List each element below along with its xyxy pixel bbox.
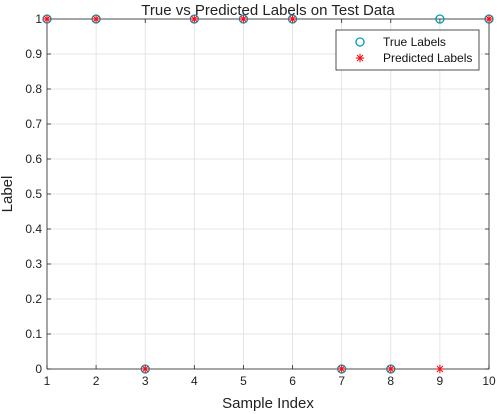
legend-marker-true-labels bbox=[355, 37, 365, 47]
x-tick-label: 8 bbox=[387, 374, 394, 388]
y-tick-label: 0.2 bbox=[25, 292, 42, 306]
y-tick-label: 0.7 bbox=[25, 117, 42, 131]
legend-star-glyph bbox=[355, 53, 365, 63]
predicted-label-point bbox=[141, 364, 150, 374]
chart-title: True vs Predicted Labels on Test Data bbox=[141, 2, 395, 19]
y-tick-label: 0.4 bbox=[25, 222, 42, 236]
plot-area: 1 2 3 4 5 6 7 8 9 10 0 0.1 0.2 0.3 0.4 0.5 0.6 0.7 0.8 0.9 1 bbox=[25, 12, 496, 388]
x-axis-label: Sample Index bbox=[222, 395, 314, 412]
y-tick-label: 0.1 bbox=[25, 327, 42, 341]
y-tick-label: 1 bbox=[35, 12, 42, 26]
predicted-label-point bbox=[239, 14, 248, 24]
y-tick-label: 0.5 bbox=[25, 187, 42, 201]
x-tick-label: 10 bbox=[482, 374, 496, 388]
legend-label-true-labels: True Labels bbox=[383, 35, 446, 49]
data-marks bbox=[42, 14, 494, 374]
predicted-label-point bbox=[288, 14, 297, 24]
legend-box bbox=[335, 29, 480, 71]
x-tick-label: 2 bbox=[93, 374, 100, 388]
axis-ticks: 1 2 3 4 5 6 7 8 9 10 0 0.1 0.2 0.3 0.4 0.5 0.6 0.7 0.8 0.9 1 bbox=[25, 12, 496, 388]
x-tick-label: 9 bbox=[437, 374, 444, 388]
predicted-label-point bbox=[435, 364, 445, 374]
legend-label-predicted-labels: Predicted Labels bbox=[383, 51, 472, 65]
plot-frame bbox=[46, 18, 490, 370]
x-tick-label: 7 bbox=[338, 374, 345, 388]
y-axis-label: Label bbox=[0, 176, 16, 213]
predicted-label-point bbox=[190, 14, 199, 24]
x-tick-label: 6 bbox=[289, 374, 296, 388]
y-tick-label: 0 bbox=[35, 362, 42, 376]
y-tick-label: 0.8 bbox=[25, 82, 42, 96]
y-tick-label: 0.6 bbox=[25, 152, 42, 166]
legend-marker-predicted-labels bbox=[355, 53, 365, 63]
x-tick-label: 3 bbox=[142, 374, 149, 388]
x-tick-label: 5 bbox=[240, 374, 247, 388]
predicted-label-point bbox=[91, 14, 101, 24]
y-tick-label: 0.3 bbox=[25, 257, 42, 271]
predicted-label-point bbox=[386, 364, 395, 374]
predicted-label-point bbox=[337, 364, 346, 374]
x-tick-label: 1 bbox=[44, 374, 51, 388]
predicted-label-point bbox=[484, 14, 494, 24]
y-tick-label: 0.9 bbox=[25, 47, 42, 61]
grid bbox=[46, 18, 490, 370]
legend: True Labels Predicted Labels bbox=[335, 29, 480, 71]
x-tick-label: 4 bbox=[191, 374, 198, 388]
true-label-point bbox=[435, 14, 445, 24]
predicted-label-point bbox=[42, 14, 52, 24]
